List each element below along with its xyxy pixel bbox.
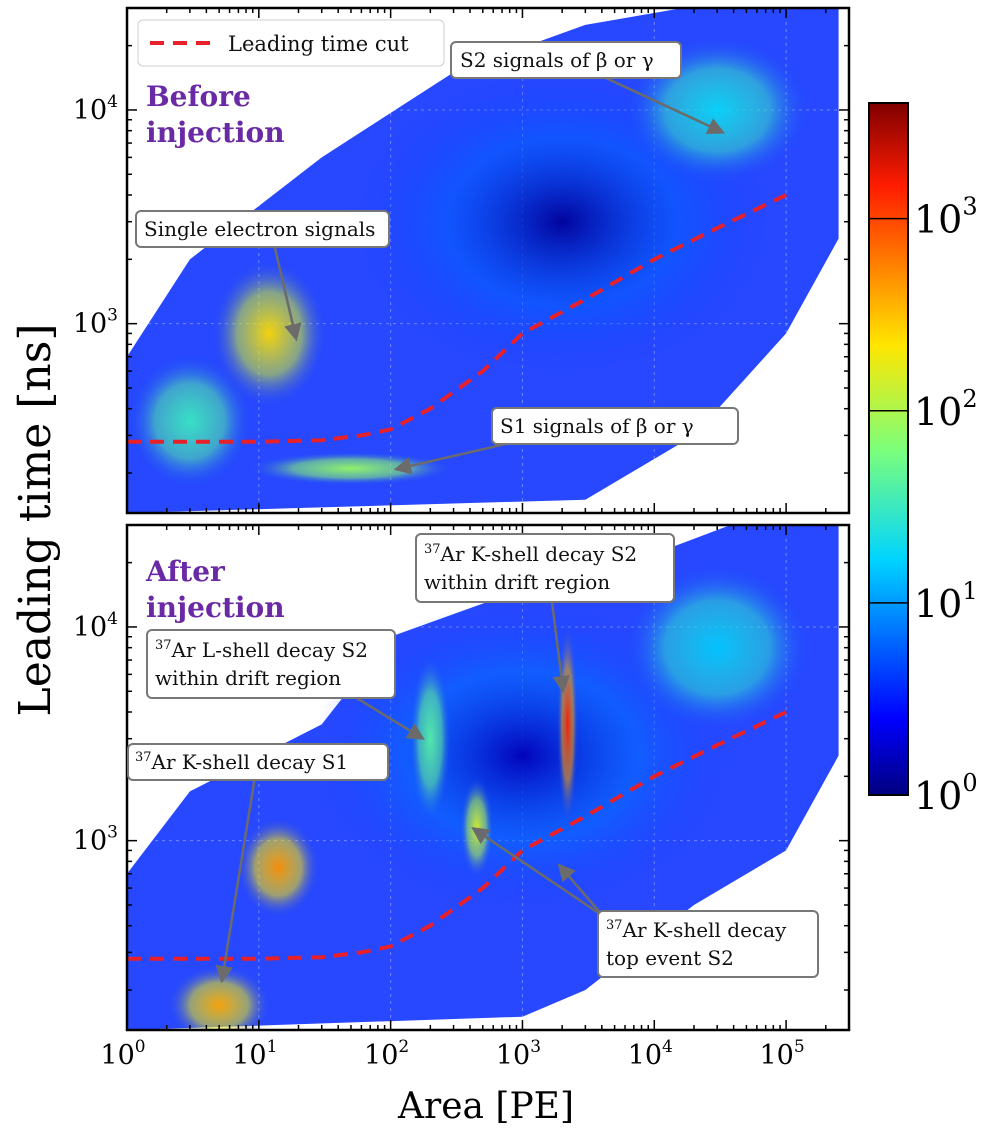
annotation-text: Ar L-shell decay S2 — [171, 638, 368, 662]
annotation-k-shell-drift: 37Ar K-shell decay S2 within drift regio… — [415, 533, 675, 694]
annotation-text: within drift region — [155, 666, 341, 690]
annotation-k-shell-top: 37Ar K-shell decay top event S2 — [471, 827, 819, 978]
annotation-l-shell-drift: 37Ar L-shell decay S2 within drift regio… — [146, 629, 425, 740]
colorbar: 100 101 102 103 — [868, 102, 978, 818]
annotation-text: Ar K-shell decay S2 — [440, 542, 638, 566]
panel-label-line2: injection — [146, 591, 285, 624]
annotation-text: S2 signals of β or γ — [460, 48, 654, 72]
annotation-superscript: 37 — [155, 638, 172, 653]
colorbar-tick-label: 102 — [914, 385, 978, 434]
svg-text:37Ar L-shell decay S2: 37Ar L-shell decay S2 — [155, 638, 368, 662]
x-tick-label: 102 — [364, 1037, 409, 1071]
y-tick-label: 104 — [73, 609, 118, 643]
annotation-superscript: 37 — [424, 542, 441, 557]
colorbar-tick-label: 100 — [914, 769, 978, 818]
x-tick-label: 105 — [760, 1037, 805, 1071]
density-blob — [235, 816, 321, 919]
y-tick-label: 104 — [73, 92, 118, 126]
density-blobs — [166, 562, 813, 1030]
colorbar-tick-label: 103 — [914, 193, 978, 242]
axis-ticks: 103 104 — [73, 524, 850, 1030]
density-blob — [210, 258, 329, 409]
density-blob — [409, 653, 452, 825]
density-blob — [622, 562, 813, 734]
x-tick-label: 101 — [232, 1037, 277, 1071]
colorbar-ticks: 100 101 102 103 — [869, 193, 978, 818]
y-tick-label: 103 — [73, 823, 118, 857]
annotation-superscript: 37 — [606, 918, 623, 933]
colorbar-gradient — [868, 102, 909, 796]
annotation-s1-signals: S1 signals of β or γ — [393, 407, 739, 475]
x-tick-label: 103 — [496, 1037, 541, 1071]
svg-text:37Ar K-shell decay S2: 37Ar K-shell decay S2 — [424, 542, 637, 566]
panel-label-line1: Before — [146, 80, 251, 113]
annotation-k-shell-s1: 37Ar K-shell decay S1 — [127, 743, 389, 984]
density-blob — [557, 621, 579, 827]
annotation-superscript: 37 — [135, 750, 152, 765]
leading-time-cut-line — [127, 193, 787, 444]
annotation-text: S1 signals of β or γ — [500, 414, 694, 438]
x-tick-labels: 100 101 102 103 104 105 — [100, 1037, 804, 1071]
density-blob — [166, 964, 272, 1030]
annotation-text: Ar K-shell decay — [622, 918, 788, 942]
x-axis-label: Area [PE] — [397, 1086, 574, 1127]
legend: Leading time cut — [137, 19, 445, 67]
density-blob — [459, 776, 494, 879]
x-tick-label: 104 — [628, 1037, 673, 1071]
panel-before-injection: 103 104 Leading time cut Before injection… — [73, 6, 851, 515]
panel-label-line1: After — [145, 555, 226, 588]
annotation-text: within drift region — [424, 570, 610, 594]
axis-ticks: 103 104 — [73, 7, 850, 513]
x-tick-label: 100 — [100, 1037, 145, 1071]
colorbar-tick-label: 101 — [914, 577, 978, 626]
y-tick-label: 103 — [73, 306, 118, 340]
annotation-text: Single electron signals — [144, 217, 375, 241]
annotation-s2-signals: S2 signals of β or γ — [450, 41, 726, 135]
svg-text:37Ar K-shell decay S1: 37Ar K-shell decay S1 — [135, 750, 348, 774]
annotation-text: Ar K-shell decay S1 — [151, 750, 349, 774]
svg-text:37Ar K-shell decay: 37Ar K-shell decay — [606, 918, 787, 942]
legend-label: Leading time cut — [228, 32, 409, 56]
density-blob — [127, 352, 254, 490]
annotation-single-electron: Single electron signals — [135, 210, 390, 342]
leading-time-cut-line — [127, 710, 787, 961]
panel-label-line2: injection — [146, 116, 285, 149]
y-axis-label: Leading time [ns] — [10, 324, 61, 717]
density-blob — [245, 451, 457, 486]
annotation-text: top event S2 — [606, 946, 734, 970]
